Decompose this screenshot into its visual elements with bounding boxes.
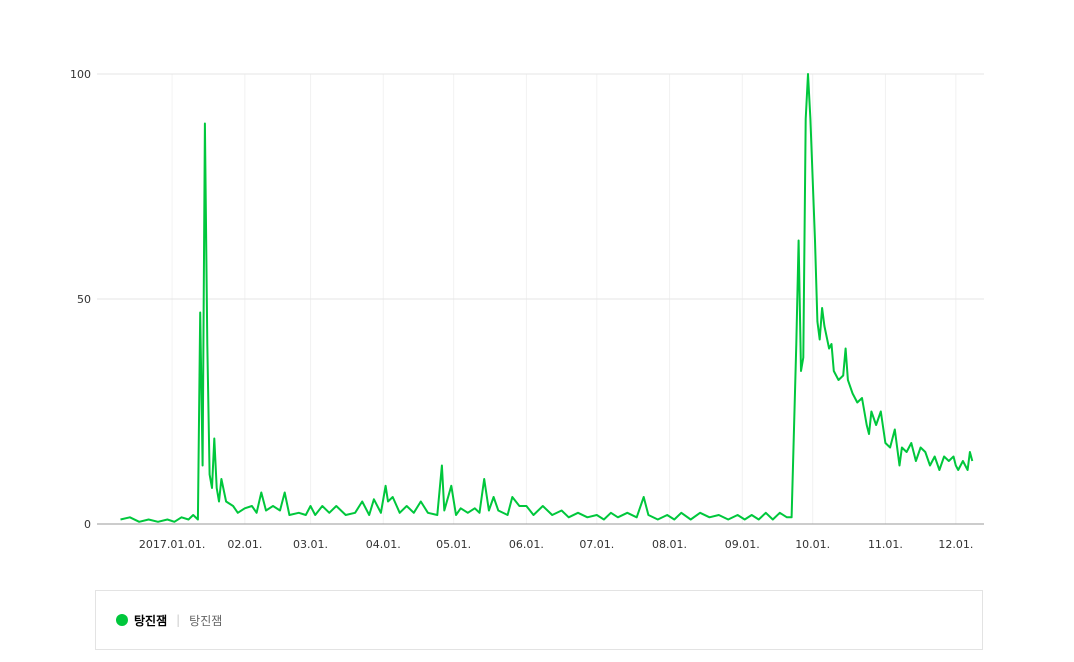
legend-label: 탕진잼 — [134, 613, 168, 628]
x-tick-label: 06.01. — [509, 538, 544, 551]
x-tick-label: 05.01. — [436, 538, 471, 551]
legend: 탕진잼 | 탕진잼 — [95, 590, 983, 650]
y-tick-label: 0 — [84, 518, 91, 531]
x-tick-label: 02.01. — [227, 538, 262, 551]
legend-keyword: 탕진잼 — [189, 613, 223, 628]
y-tick-label: 100 — [70, 68, 91, 81]
x-tick-label: 03.01. — [293, 538, 328, 551]
chart: 2017.01.01. 02.01. 03.01. 04.01. 05.01. 06.01… — [70, 68, 984, 551]
x-tick-label: 08.01. — [652, 538, 687, 551]
legend-marker — [116, 614, 128, 626]
x-tick-label: 09.01. — [725, 538, 760, 551]
x-tick-label: 2017.01.01. — [139, 538, 205, 551]
x-tick-label: 11.01. — [868, 538, 903, 551]
x-tick-label: 10.01. — [795, 538, 830, 551]
x-tick-label: 04.01. — [366, 538, 401, 551]
separator: | — [176, 613, 181, 627]
data-line — [120, 73, 974, 523]
x-tick-label: 12.01. — [938, 538, 973, 551]
x-tick-label: 07.01. — [579, 538, 614, 551]
y-tick-label: 50 — [77, 293, 91, 306]
